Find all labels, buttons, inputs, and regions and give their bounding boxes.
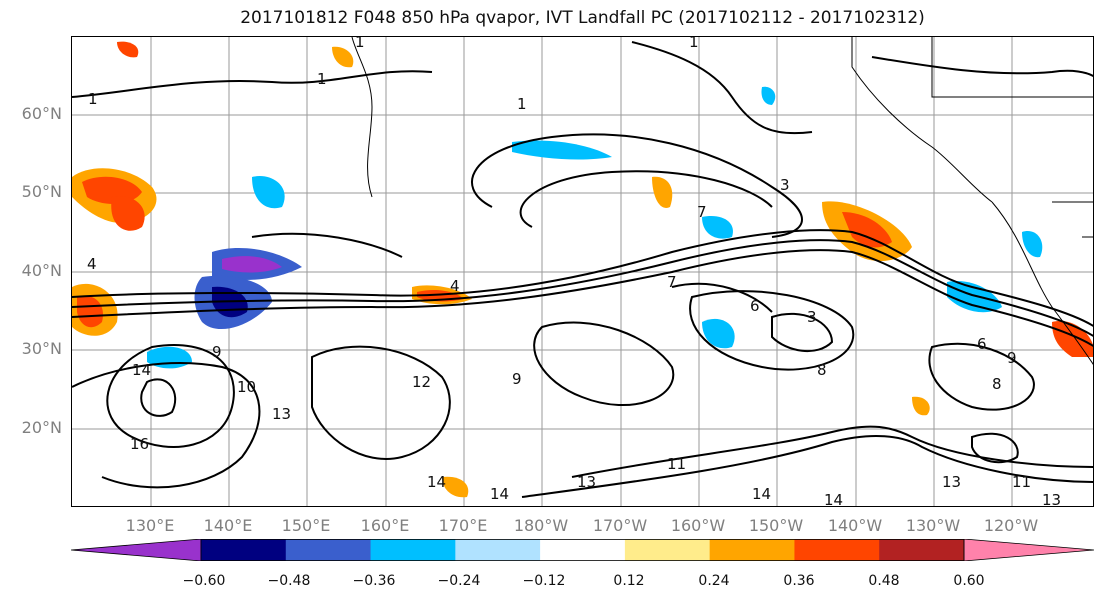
- contour-label: 6: [977, 335, 987, 353]
- contour-label: 9: [512, 370, 522, 388]
- lat-label-20n: 20°N: [21, 418, 62, 437]
- contour-label: 7: [667, 273, 677, 291]
- contour-label: 11: [667, 455, 686, 473]
- lon-label: 140°E: [203, 516, 253, 535]
- lon-label: 180°W: [513, 516, 569, 535]
- coastlines: [351, 37, 1093, 365]
- colorbar-tick-label: 0.24: [698, 573, 730, 589]
- lat-label-30n: 30°N: [21, 339, 62, 358]
- colorbar-tick-label: 0.36: [783, 573, 815, 589]
- contour-label: 13: [577, 473, 596, 491]
- contour-label: 1: [517, 95, 527, 113]
- colorbar-segment: [540, 539, 626, 561]
- colorbar-tick-label: 0.48: [868, 573, 900, 589]
- colorbar-tick-label: 0.60: [953, 573, 985, 589]
- lon-label: 130°E: [125, 516, 175, 535]
- contour-label: 1: [689, 37, 699, 51]
- lat-label-40n: 40°N: [21, 261, 62, 280]
- lon-label: 170°E: [438, 516, 488, 535]
- contour-label: 13: [272, 405, 291, 423]
- colorbar-segment: [285, 539, 372, 561]
- contour-label: 12: [412, 373, 431, 391]
- contour-label: 7: [697, 203, 707, 221]
- contour-label: 1: [355, 37, 365, 51]
- lon-label: 150°W: [748, 516, 804, 535]
- colorbar-segment: [201, 539, 287, 561]
- lat-label-50n: 50°N: [21, 182, 62, 201]
- colorbar-segment: [879, 539, 965, 561]
- contour-label: 14: [132, 361, 151, 379]
- contour-label: 1: [317, 70, 327, 88]
- lon-label: 160°E: [360, 516, 410, 535]
- colorbar-tick-label: −0.24: [437, 573, 481, 589]
- colorbar-segment: [794, 539, 880, 561]
- contour-label: 4: [87, 255, 97, 273]
- contour-label: 4: [450, 277, 460, 295]
- colorbar-segment: [455, 539, 541, 561]
- contour-label: 11: [1012, 473, 1031, 491]
- contour-label: 8: [817, 361, 827, 379]
- map-canvas: 1 1 1 1 1 3 3 4 4 6 6 7 7 8 8 9 9 9 10 1…: [72, 37, 1093, 507]
- contour-label: 1: [88, 90, 98, 108]
- contour-label: 13: [1042, 491, 1061, 507]
- map-plot-area: 1 1 1 1 1 3 3 4 4 6 6 7 7 8 8 9 9 9 10 1…: [71, 36, 1094, 507]
- contour-label: 13: [942, 473, 961, 491]
- qvapor-shading: [72, 41, 1093, 498]
- colorbar-extend-high: [963, 539, 1094, 561]
- contour-label: 9: [212, 343, 222, 361]
- contour-labels: 1 1 1 1 1 3 3 4 4 6 6 7 7 8 8 9 9 9 10 1…: [87, 37, 1061, 507]
- contour-label: 16: [130, 435, 149, 453]
- colorbar-segments: [71, 539, 1094, 561]
- lon-label: 140°W: [827, 516, 883, 535]
- contour-label: 14: [824, 491, 843, 507]
- lon-label: 130°W: [905, 516, 961, 535]
- contour-label: 6: [750, 297, 760, 315]
- contour-label: 14: [427, 473, 446, 491]
- contour-label: 14: [490, 485, 509, 503]
- colorbar-segment: [709, 539, 795, 561]
- lon-label: 170°W: [592, 516, 648, 535]
- contour-label: 3: [807, 308, 817, 326]
- contour-label: 8: [992, 375, 1002, 393]
- colorbar-frame: [200, 539, 965, 561]
- lon-label: 150°E: [281, 516, 331, 535]
- colorbar-extend-low: [71, 539, 202, 561]
- colorbar-tick-label: −0.36: [352, 573, 396, 589]
- colorbar: [71, 539, 1094, 561]
- colorbar-segment: [370, 539, 456, 561]
- contour-label: 3: [780, 176, 790, 194]
- colorbar-tick-label: 0.12: [613, 573, 645, 589]
- colorbar-tick-label: −0.60: [182, 573, 226, 589]
- lat-label-60n: 60°N: [21, 104, 62, 123]
- lon-label: 160°W: [670, 516, 726, 535]
- lon-label: 120°W: [983, 516, 1039, 535]
- contour-label: 10: [237, 378, 256, 396]
- ivt-contours: [72, 41, 1093, 498]
- colorbar-tick-label: −0.48: [267, 573, 311, 589]
- colorbar-tick-label: −0.12: [522, 573, 566, 589]
- map-title: 2017101812 F048 850 hPa qvapor, IVT Land…: [240, 8, 925, 28]
- contour-label: 9: [1007, 349, 1017, 367]
- colorbar-segment: [624, 539, 711, 561]
- contour-label: 14: [752, 485, 771, 503]
